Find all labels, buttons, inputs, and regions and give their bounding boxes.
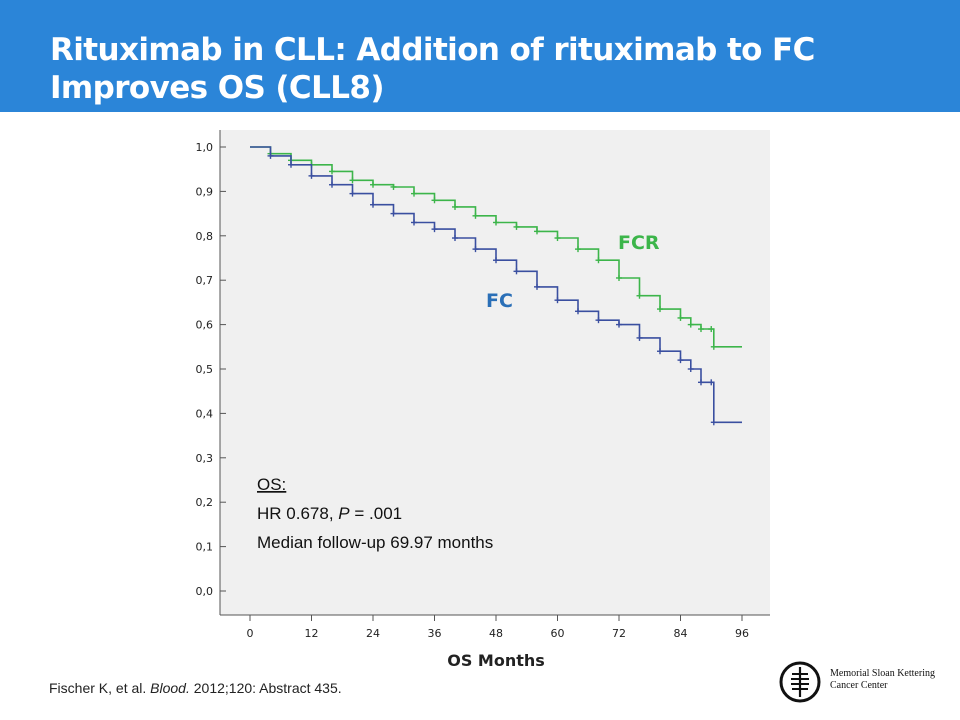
slide-title: Rituximab in CLL: Addition of rituximab … <box>50 31 930 107</box>
fcr-censor-mark <box>472 212 479 219</box>
logo-line-2: Cancer Center <box>830 680 888 691</box>
fcr-censor-mark <box>534 228 540 235</box>
fc-censor-mark <box>513 268 520 275</box>
fcr-censor-mark <box>452 203 458 210</box>
citation: Fischer K, et al. Blood. 2012;120: Abstr… <box>49 680 342 696</box>
x-tick-label: 96 <box>735 627 749 640</box>
logo-line-1: Memorial Sloan Kettering <box>830 668 935 679</box>
slide-title-line-2: Improves OS (CLL8) <box>50 70 385 106</box>
citation-details: 2012;120: Abstract 435. <box>193 680 342 696</box>
y-tick-label: 0,5 <box>196 363 214 376</box>
os-kaplan-meier-chart: 0,0 0,1 0,2 0,3 0,4 0,5 0,6 0,7 0,8 0,9 1,0 0 12 24 3… <box>196 130 770 670</box>
fc-censor-mark <box>411 219 417 226</box>
fcr-censor-mark <box>513 223 520 230</box>
os-label: OS: <box>257 475 286 494</box>
fc-censor-mark <box>534 283 540 290</box>
fc-censor-mark <box>308 172 315 179</box>
plot-area <box>220 130 770 615</box>
y-tick-label: 0,2 <box>196 496 214 509</box>
fcr-censor-mark <box>636 292 643 299</box>
x-tick-label: 60 <box>551 627 565 640</box>
citation-authors: Fischer K, et al. <box>49 680 147 696</box>
fc-censor-mark <box>595 317 602 324</box>
fc-censor-mark <box>708 379 715 386</box>
fc-censor-mark <box>288 161 294 168</box>
y-tick-label: 0,3 <box>196 452 214 465</box>
fc-censor-mark <box>267 152 274 159</box>
y-tick-label: 0,1 <box>196 541 214 554</box>
slide-title-line-1: Rituximab in CLL: Addition of rituximab … <box>50 32 815 68</box>
x-tick-label: 12 <box>305 627 319 640</box>
fc-series-label: FC <box>486 290 513 312</box>
hr-text: HR 0.678, <box>257 504 334 523</box>
fc-censor-mark <box>370 201 376 208</box>
title-bar: Rituximab in CLL: Addition of rituximab … <box>0 0 960 112</box>
median-follow-up: Median follow-up 69.97 months <box>257 533 493 552</box>
fcr-censor-mark <box>554 235 561 242</box>
fc-censor-mark <box>687 366 694 372</box>
fcr-censor-mark <box>575 246 581 253</box>
x-axis-label: OS Months <box>447 651 545 670</box>
fc-censor-mark <box>493 257 499 264</box>
fc-censor-mark <box>390 210 397 217</box>
y-tick-label: 0,4 <box>196 407 214 420</box>
y-tick-label: 0,7 <box>196 274 214 287</box>
x-tick-label: 0 <box>247 627 254 640</box>
fc-censor-mark <box>349 190 356 197</box>
fcr-censor-mark <box>493 219 499 226</box>
fc-censor-mark <box>575 308 581 315</box>
fc-censor-mark <box>452 235 458 242</box>
fcr-censor-mark <box>390 183 397 190</box>
fcr-censor-mark <box>595 257 602 264</box>
fcr-censor-mark <box>657 306 663 313</box>
p-label: P <box>338 504 350 523</box>
y-tick-label: 0,8 <box>196 230 214 243</box>
y-tick-label: 1,0 <box>196 141 214 154</box>
fc-censor-mark <box>554 297 561 304</box>
fcr-censor-mark <box>710 343 717 350</box>
x-tick-label: 24 <box>366 627 380 640</box>
fc-censor-mark <box>657 348 663 355</box>
fcr-censor-mark <box>708 326 715 333</box>
fc-censor-mark <box>710 419 717 426</box>
fcr-censor-mark <box>370 181 376 188</box>
p-value: = .001 <box>354 504 402 523</box>
msk-logo: Memorial Sloan Kettering Cancer Center <box>778 657 948 707</box>
x-tick-label: 48 <box>489 627 503 640</box>
fc-censor-mark <box>677 357 684 364</box>
fc-censor-mark <box>636 334 643 341</box>
fcr-censor-mark <box>698 326 704 333</box>
fc-censor-mark <box>431 226 438 233</box>
fcr-censor-mark <box>687 321 694 328</box>
fcr-series-label: FCR <box>618 232 660 254</box>
fcr-censor-mark <box>431 197 438 204</box>
fcr-censor-mark <box>349 177 356 184</box>
fcr-censor-mark <box>329 168 335 175</box>
fcr-censor-mark <box>411 190 417 197</box>
x-tick-label: 36 <box>428 627 442 640</box>
x-tick-label: 72 <box>612 627 626 640</box>
fc-censor-mark <box>472 246 479 253</box>
msk-logo-icon <box>779 661 821 703</box>
y-tick-label: 0,0 <box>196 585 214 598</box>
fcr-censor-mark <box>677 314 684 321</box>
x-tick-label: 84 <box>674 627 688 640</box>
fc-censor-mark <box>616 321 622 328</box>
fc-censor-mark <box>329 181 335 188</box>
citation-journal: Blood. <box>150 680 190 696</box>
y-tick-label: 0,6 <box>196 319 214 332</box>
hr-p-value: HR 0.678, P = .001 <box>257 504 402 523</box>
fcr-censor-mark <box>616 274 622 281</box>
fc-censor-mark <box>698 379 704 386</box>
y-tick-label: 0,9 <box>196 185 214 198</box>
logo-text: Memorial Sloan Kettering Cancer Center <box>830 668 935 692</box>
